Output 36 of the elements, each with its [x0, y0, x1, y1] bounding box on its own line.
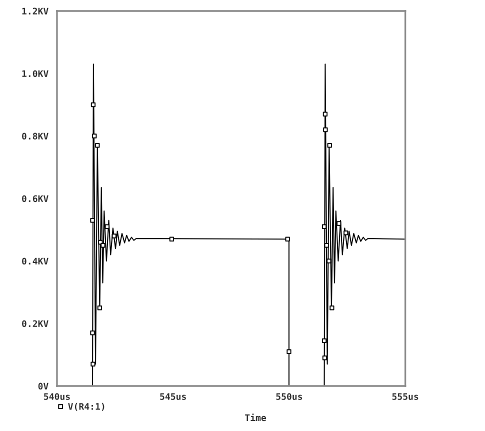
y-tick-label: 0V [38, 382, 48, 390]
x-tick-label: 545us [160, 393, 186, 400]
point [322, 224, 327, 229]
point [322, 112, 328, 116]
point [90, 102, 96, 108]
y-tick-label: 1.0KV [22, 70, 48, 78]
point [327, 143, 332, 148]
point [92, 134, 97, 138]
point [95, 143, 100, 148]
y-tick-label: 0.4KV [22, 258, 48, 265]
point [112, 234, 116, 238]
point [90, 362, 96, 366]
y-tick-label: 0.6KV [22, 195, 48, 202]
x-tick-label: 555us [392, 393, 418, 400]
point [322, 356, 328, 360]
point [323, 127, 328, 132]
x-tick-label: 550us [276, 393, 302, 400]
point [326, 258, 332, 264]
point [322, 338, 327, 344]
y-tick-label: 0.8KV [22, 132, 48, 140]
point [344, 230, 348, 236]
x-tick-label: 540us [44, 393, 70, 400]
legend-label: V(R4:1) [68, 402, 104, 411]
point [285, 236, 290, 242]
y-tick-label: 0.2KV [22, 320, 48, 328]
point [90, 330, 95, 336]
point [100, 243, 106, 248]
y-tick-label: 1.2KV [22, 8, 48, 14]
point [330, 306, 334, 310]
point [90, 218, 95, 223]
point [169, 236, 174, 242]
point [97, 306, 102, 310]
point [336, 221, 342, 226]
point [286, 349, 292, 354]
point [324, 243, 329, 248]
x-axis-title: Time [245, 414, 266, 422]
